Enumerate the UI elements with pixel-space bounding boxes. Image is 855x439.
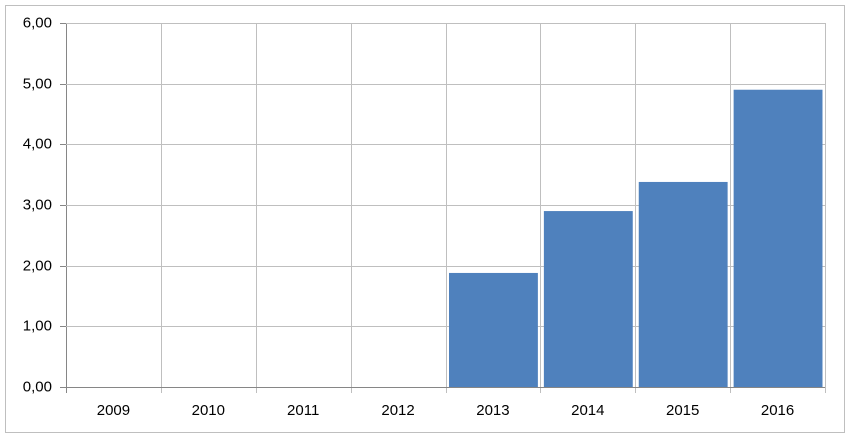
x-tick-label: 2009 bbox=[97, 402, 130, 419]
bar bbox=[638, 181, 728, 387]
y-tick-label: 6,00 bbox=[23, 14, 52, 31]
x-tick-label: 2016 bbox=[761, 402, 794, 419]
bar bbox=[733, 89, 823, 387]
y-tick-label: 1,00 bbox=[23, 317, 52, 334]
x-tick-label: 2011 bbox=[287, 402, 319, 419]
y-tick-label: 5,00 bbox=[23, 75, 52, 92]
x-tick-label: 2013 bbox=[476, 402, 509, 419]
bar bbox=[543, 211, 633, 387]
x-tick-label: 2015 bbox=[666, 402, 699, 419]
y-tick-label: 0,00 bbox=[23, 378, 52, 395]
y-tick-label: 2,00 bbox=[23, 257, 52, 274]
x-tick-label: 2012 bbox=[381, 402, 414, 419]
y-tick-label: 3,00 bbox=[23, 196, 52, 213]
x-tick-label: 2014 bbox=[571, 402, 604, 419]
y-tick-label: 4,00 bbox=[23, 135, 52, 152]
x-tick-label: 2010 bbox=[192, 402, 225, 419]
bar bbox=[449, 272, 538, 387]
